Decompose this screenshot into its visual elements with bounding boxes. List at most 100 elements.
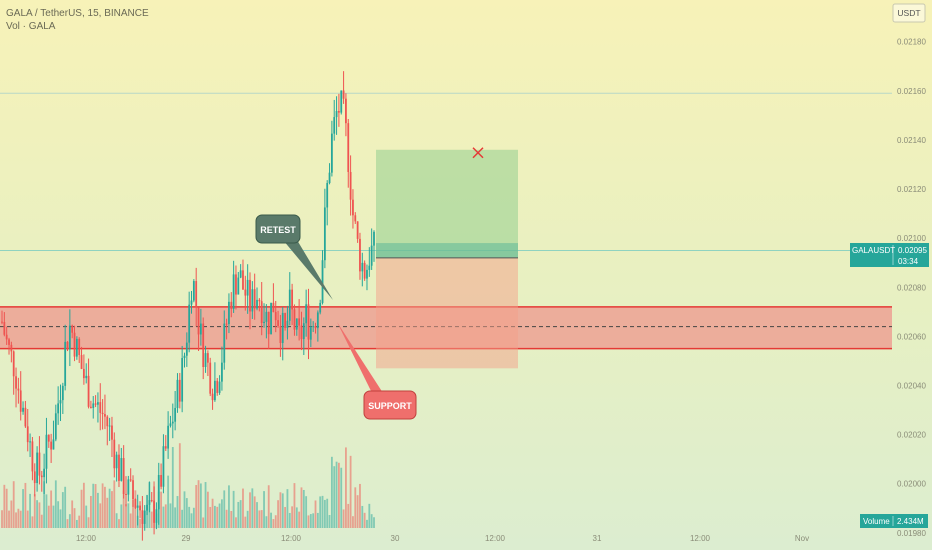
volume-bar	[228, 485, 230, 528]
candle-body	[99, 402, 102, 413]
candle-body	[342, 90, 345, 99]
candle-body	[281, 312, 284, 344]
volume-bar	[221, 499, 223, 528]
candle-body	[352, 199, 354, 216]
volume-bar	[78, 515, 81, 528]
candle-body	[5, 334, 8, 340]
volume-bar	[122, 490, 125, 528]
x-tick-label: 12:00	[76, 534, 97, 543]
candle-body	[340, 90, 343, 113]
candle-body	[134, 499, 137, 508]
candle-body	[206, 353, 209, 363]
candle-body	[368, 265, 371, 270]
candle-body	[43, 468, 46, 478]
volume-bar	[338, 462, 340, 528]
candle-body	[363, 262, 366, 279]
volume-bar	[316, 512, 319, 528]
y-tick-label: 0.02000	[897, 480, 926, 489]
volume-bar	[230, 511, 233, 528]
candle-body	[85, 375, 88, 379]
candle-body	[61, 385, 64, 401]
candle-body	[279, 326, 282, 344]
candle-body	[216, 380, 219, 393]
candle-body	[3, 322, 6, 335]
volume-bar	[333, 466, 336, 528]
candle-body	[286, 320, 289, 329]
candle-body	[288, 289, 291, 321]
candle-body	[104, 414, 106, 417]
volume-bar	[50, 490, 53, 528]
candle-body	[169, 423, 172, 426]
volume-bar	[244, 516, 247, 528]
volume-bar	[97, 492, 99, 528]
x-tick-label: 30	[391, 534, 400, 543]
volume-bar	[22, 489, 24, 528]
candle-body	[82, 368, 85, 379]
candle-body	[265, 311, 268, 322]
candle-body	[153, 500, 155, 523]
candle-body	[29, 441, 31, 443]
candle-body	[211, 393, 214, 401]
volume-bar	[249, 492, 251, 528]
candle-body	[19, 390, 22, 412]
volume-bar	[291, 506, 294, 528]
volume-bar	[12, 481, 15, 528]
volume-bar	[99, 503, 102, 528]
candle-body	[90, 406, 92, 408]
volume-bar	[40, 514, 43, 528]
candle-body	[246, 279, 249, 296]
candle-body	[232, 274, 235, 310]
candle-body	[321, 260, 324, 303]
volume-bar	[340, 467, 343, 528]
candle-body	[143, 510, 146, 524]
candle-body	[80, 355, 83, 369]
volume-bar	[8, 510, 10, 528]
volume-bar	[162, 506, 165, 528]
volume-bar	[82, 482, 85, 528]
volume-bar	[206, 491, 209, 528]
retest-label: RETEST	[260, 225, 296, 235]
candle-body	[162, 446, 165, 487]
retest-box	[255, 214, 301, 244]
volume-bar	[120, 504, 123, 528]
volume-bar	[92, 483, 95, 528]
candle-body	[373, 231, 375, 246]
candle-body	[31, 441, 34, 472]
candle-body	[293, 309, 296, 330]
volume-bar	[260, 510, 263, 528]
volume-bar	[127, 503, 130, 528]
volume-bar	[202, 517, 205, 528]
candle-body	[87, 375, 90, 407]
currency-label[interactable]: USDT	[897, 8, 920, 18]
candle-body	[305, 304, 308, 324]
volume-bar	[183, 491, 186, 528]
candle-body	[312, 326, 315, 328]
candle-body	[157, 475, 160, 510]
candle-body	[113, 439, 116, 469]
volume-bar	[197, 480, 200, 528]
candle-body	[40, 475, 43, 478]
candle-body	[307, 304, 310, 340]
currency-box[interactable]	[892, 3, 926, 23]
support-pointer	[337, 322, 383, 393]
volume-bar	[293, 483, 296, 528]
volume-bar	[286, 489, 289, 528]
candle-body	[195, 281, 198, 308]
y-tick-label: 0.02020	[897, 431, 926, 440]
candle-body	[298, 318, 301, 326]
candle-body	[148, 500, 151, 505]
volume-bar	[267, 485, 270, 528]
y-tick-label: 0.02040	[897, 381, 926, 390]
volume-bar	[237, 501, 240, 528]
volume-bar	[26, 510, 29, 528]
candle-body	[174, 407, 177, 422]
volume-bar	[113, 480, 116, 528]
candle-body	[64, 341, 67, 386]
candle-body	[185, 342, 188, 356]
candle-body	[258, 299, 261, 302]
volume-indicator-label: Vol · GALA	[6, 21, 56, 32]
volume-bar	[211, 498, 214, 528]
volume-bar	[134, 490, 137, 528]
candle-body	[136, 505, 139, 508]
